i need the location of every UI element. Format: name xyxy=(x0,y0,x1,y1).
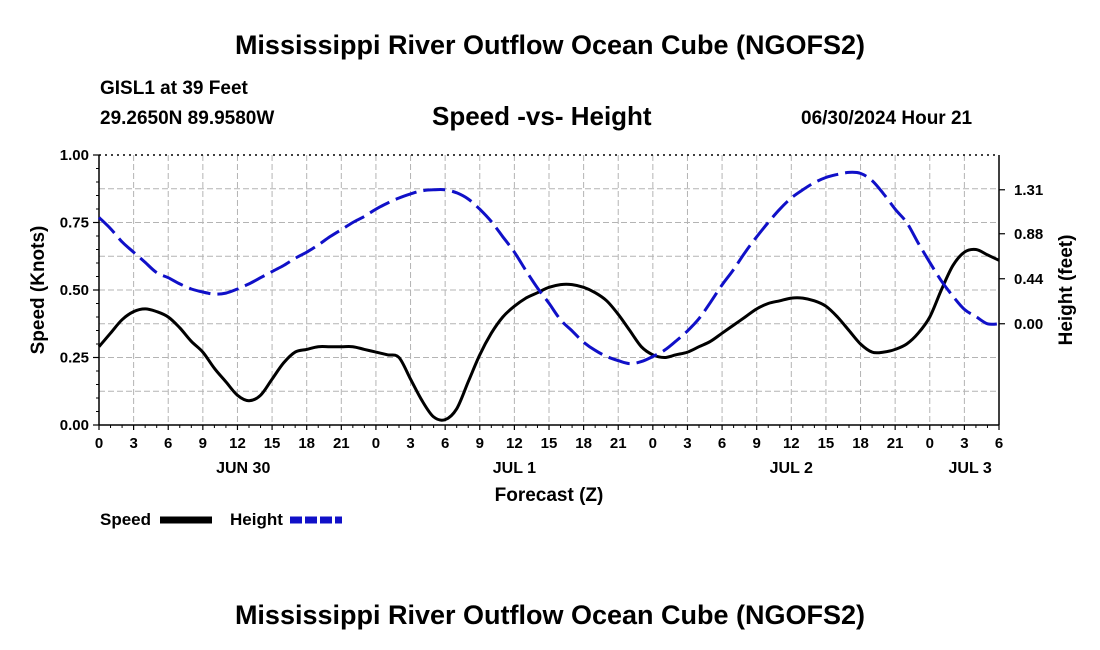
x-tick-label: 15 xyxy=(264,435,281,452)
x-tick-label: 18 xyxy=(298,435,315,452)
series-layer xyxy=(97,170,1000,422)
x-tick-label: 3 xyxy=(960,435,968,452)
day-label: JUL 3 xyxy=(949,460,992,477)
x-tick-label: 9 xyxy=(476,435,484,452)
y2-tick-label: 1.31 xyxy=(1014,182,1043,199)
x-tick-label: 21 xyxy=(610,435,627,452)
y-tick-label: 0.75 xyxy=(60,215,89,232)
legend-label-speed: Speed xyxy=(100,510,151,529)
x-tick-label: 12 xyxy=(229,435,246,452)
x-tick-label: 0 xyxy=(649,435,657,452)
y-tick-label: 1.00 xyxy=(60,147,89,164)
x-tick-label: 18 xyxy=(852,435,869,452)
x-tick-label: 3 xyxy=(406,435,414,452)
footer-title: Mississippi River Outflow Ocean Cube (NG… xyxy=(234,600,866,630)
x-tick-label: 9 xyxy=(199,435,207,452)
x-tick-label: 6 xyxy=(718,435,726,452)
series-line-height xyxy=(97,170,1000,366)
x-tick-label: 21 xyxy=(333,435,350,452)
day-label: JUL 1 xyxy=(493,460,536,477)
legend: Speed Height xyxy=(100,510,342,529)
series-line-speed xyxy=(97,247,1000,422)
timestamp-label: 06/30/2024 Hour 21 xyxy=(801,108,973,129)
x-tick-label: 12 xyxy=(506,435,523,452)
x-tick-label: 6 xyxy=(164,435,172,452)
axis-labels: Forecast (Z) Speed (Knots) Height (feet) xyxy=(28,226,1077,506)
x-tick-label: 15 xyxy=(541,435,558,452)
x-tick-label: 12 xyxy=(783,435,800,452)
main-title: Mississippi River Outflow Ocean Cube (NG… xyxy=(234,30,866,60)
y-tick-label: 0.00 xyxy=(60,417,89,434)
x-tick-label: 18 xyxy=(575,435,592,452)
x-tick-label: 9 xyxy=(753,435,761,452)
y2-tick-label: 0.88 xyxy=(1014,226,1043,243)
chart-subtitle: Speed -vs- Height xyxy=(432,101,652,131)
x-axis-title: Forecast (Z) xyxy=(495,485,604,506)
x-tick-label: 21 xyxy=(887,435,904,452)
day-label: JUN 30 xyxy=(216,460,270,477)
x-tick-label: 0 xyxy=(95,435,103,452)
x-tick-label: 0 xyxy=(372,435,380,452)
y-tick-label: 0.50 xyxy=(60,282,89,299)
y2-tick-label: 0.44 xyxy=(1014,271,1044,288)
grid xyxy=(99,155,999,425)
legend-label-height: Height xyxy=(230,510,283,529)
x-tick-label: 3 xyxy=(129,435,137,452)
axis-ticks: 0 3 6 9 12 15 18 21 0 3 6 9 12 15 18 21 0 3 6 9 12 15 18 21 0 3 6J… xyxy=(60,147,1044,477)
y2-tick-label: 0.00 xyxy=(1014,316,1043,333)
station-label: GISL1 at 39 Feet xyxy=(100,78,248,99)
coordinates-label: 29.2650N 89.9580W xyxy=(100,108,275,129)
x-tick-label: 3 xyxy=(683,435,691,452)
y-axis-title: Speed (Knots) xyxy=(28,226,49,355)
x-tick-label: 6 xyxy=(995,435,1003,452)
x-tick-label: 0 xyxy=(926,435,934,452)
x-tick-label: 6 xyxy=(441,435,449,452)
y2-axis-title: Height (feet) xyxy=(1056,235,1077,346)
y-tick-label: 0.25 xyxy=(60,350,89,367)
day-label: JUL 2 xyxy=(770,460,813,477)
x-tick-label: 15 xyxy=(818,435,835,452)
